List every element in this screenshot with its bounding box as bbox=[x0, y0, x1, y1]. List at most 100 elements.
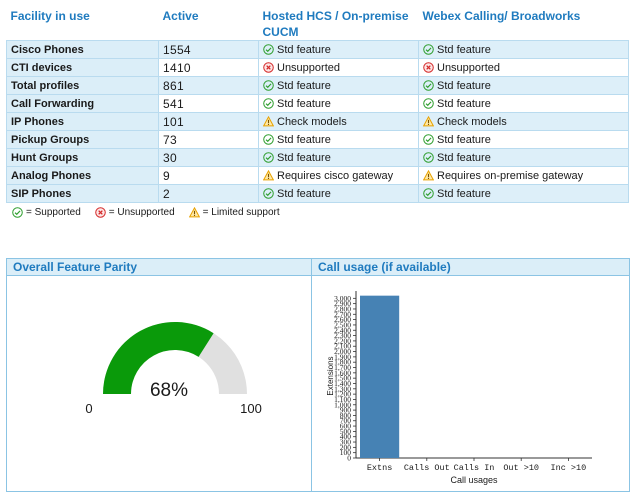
y-tick-label: 2,100 bbox=[334, 342, 351, 351]
parity-panel-title: Overall Feature Parity bbox=[7, 259, 311, 276]
y-tick-label: 100 bbox=[340, 448, 352, 457]
y-tick-label: 1,400 bbox=[334, 379, 351, 388]
webex-status-cell: Std feature bbox=[418, 94, 629, 113]
check-icon bbox=[423, 152, 434, 164]
status-text: Std feature bbox=[277, 43, 331, 56]
legend-limited: = Limited support bbox=[202, 207, 280, 218]
gauge-fill bbox=[103, 322, 214, 394]
y-tick-label: 600 bbox=[340, 422, 352, 431]
check-icon bbox=[263, 152, 274, 164]
active-count-cell: 30 bbox=[158, 148, 259, 167]
parity-gauge: 68% 0 100 bbox=[85, 322, 262, 416]
table-body: Cisco Phones 1554 Std feature Std feature CT… bbox=[6, 40, 629, 203]
hosted-status-cell: Std feature bbox=[258, 94, 419, 113]
status-text: Std feature bbox=[277, 97, 331, 110]
header-facility: Facility in use bbox=[10, 9, 90, 23]
warning-icon bbox=[188, 207, 200, 218]
y-tick-label: 2,400 bbox=[334, 326, 351, 335]
y-tick-label: 3,000 bbox=[334, 294, 351, 303]
y-tick-label: 1,200 bbox=[334, 390, 351, 399]
status-text: Std feature bbox=[437, 133, 491, 146]
webex-status-cell: Std feature bbox=[418, 130, 629, 149]
hosted-status-cell: Std feature bbox=[258, 130, 419, 149]
table-row: CTI devices 1410 Unsupported Unsupported bbox=[6, 58, 629, 77]
y-tick-label: 2,700 bbox=[334, 310, 351, 319]
table-row: Pickup Groups 73 Std feature Std feature bbox=[6, 130, 629, 149]
gauge-min-label: 0 bbox=[85, 401, 92, 416]
y-tick-label: 300 bbox=[340, 438, 352, 447]
y-tick-label: 2,900 bbox=[334, 299, 351, 308]
facility-cell: Pickup Groups bbox=[6, 130, 159, 149]
y-tick-label: 800 bbox=[340, 411, 352, 420]
status-legend: = Supported = Unsupported = Limited supp… bbox=[12, 207, 280, 218]
x-axis-label: Call usages bbox=[450, 475, 498, 485]
x-icon bbox=[423, 62, 434, 74]
check-icon bbox=[423, 134, 434, 146]
y-tick-label: 2,800 bbox=[334, 304, 351, 313]
facility-cell: Hunt Groups bbox=[6, 148, 159, 167]
facility-cell: IP Phones bbox=[6, 112, 159, 131]
status-text: Std feature bbox=[277, 151, 331, 164]
warning-icon bbox=[423, 116, 434, 128]
status-text: Check models bbox=[277, 115, 347, 128]
active-count-cell: 1410 bbox=[158, 58, 259, 77]
y-tick-label: 2,500 bbox=[334, 320, 351, 329]
table-row: Call Forwarding 541 Std feature Std feature bbox=[6, 94, 629, 113]
y-tick-label: 2,600 bbox=[334, 315, 351, 324]
hosted-status-cell: Std feature bbox=[258, 148, 419, 167]
active-count-cell: 101 bbox=[158, 112, 259, 131]
y-tick-label: 1,500 bbox=[334, 374, 351, 383]
table-row: Analog Phones 9 Requires cisco gateway Requ… bbox=[6, 166, 629, 185]
status-text: Unsupported bbox=[277, 61, 340, 74]
active-count-cell: 2 bbox=[158, 184, 259, 203]
check-icon bbox=[423, 44, 434, 56]
status-text: Std feature bbox=[437, 151, 491, 164]
facility-cell: Analog Phones bbox=[6, 166, 159, 185]
check-icon bbox=[263, 44, 274, 56]
facility-cell: Total profiles bbox=[6, 76, 159, 95]
y-tick-label: 1,800 bbox=[334, 358, 351, 367]
usage-chart: Extensions Call usages 01002003004005006… bbox=[326, 291, 592, 485]
y-tick-label: 1,100 bbox=[334, 395, 351, 404]
x-tick-label: Calls Out bbox=[404, 463, 450, 473]
y-tick-label: 1,900 bbox=[334, 352, 351, 361]
y-axis-label: Extensions bbox=[326, 356, 335, 395]
y-tick-label: 0 bbox=[347, 454, 351, 463]
x-tick-label: Extns bbox=[367, 463, 393, 473]
legend-supported: = Supported bbox=[26, 207, 81, 218]
x-icon bbox=[94, 207, 106, 218]
hosted-status-cell: Requires cisco gateway bbox=[258, 166, 419, 185]
status-text: Unsupported bbox=[437, 61, 500, 74]
table-row: SIP Phones 2 Std feature Std feature bbox=[6, 184, 629, 203]
check-icon bbox=[263, 134, 274, 146]
table-header-row: Facility in use Active Hosted HCS / On-p… bbox=[7, 4, 629, 41]
x-tick-label: Out >10 bbox=[503, 463, 539, 473]
bar bbox=[360, 295, 400, 458]
warning-icon bbox=[423, 170, 434, 182]
y-tick-label: 400 bbox=[340, 432, 352, 441]
hosted-status-cell: Std feature bbox=[258, 76, 419, 95]
status-text: Std feature bbox=[277, 187, 331, 200]
y-tick-label: 1,700 bbox=[334, 363, 351, 372]
table-row: Total profiles 861 Std feature Std feature bbox=[6, 76, 629, 95]
header-hosted: Hosted HCS / On-premise CUCM bbox=[262, 9, 409, 39]
status-text: Std feature bbox=[277, 133, 331, 146]
check-icon bbox=[263, 188, 274, 200]
status-text: Std feature bbox=[437, 79, 491, 92]
check-icon bbox=[12, 207, 23, 218]
status-text: Check models bbox=[437, 115, 507, 128]
y-tick-label: 1,600 bbox=[334, 368, 351, 377]
parity-panel: Overall Feature Parity 68% 0 100 bbox=[6, 258, 312, 492]
webex-status-cell: Unsupported bbox=[418, 58, 629, 77]
webex-status-cell: Requires on-premise gateway bbox=[418, 166, 629, 185]
check-icon bbox=[263, 80, 274, 92]
webex-status-cell: Std feature bbox=[418, 148, 629, 167]
webex-status-cell: Std feature bbox=[418, 40, 629, 59]
status-text: Requires on-premise gateway bbox=[437, 169, 584, 182]
y-tick-label: 2,200 bbox=[334, 336, 351, 345]
check-icon bbox=[423, 188, 434, 200]
table-row: Hunt Groups 30 Std feature Std feature bbox=[6, 148, 629, 167]
status-text: Requires cisco gateway bbox=[277, 169, 394, 182]
table-row: Cisco Phones 1554 Std feature Std feature bbox=[6, 40, 629, 59]
facility-table: Facility in use Active Hosted HCS / On-p… bbox=[6, 4, 629, 203]
